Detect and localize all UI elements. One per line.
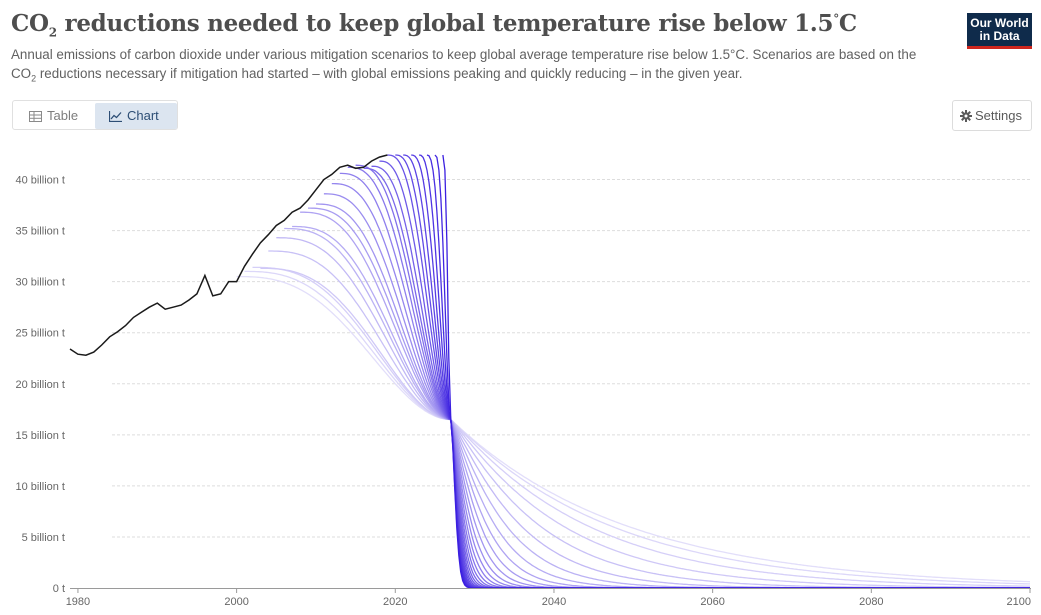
- x-tick-label: 2060: [700, 596, 724, 608]
- scenario-line: [371, 165, 1030, 589]
- grid-layer: [112, 179, 1030, 538]
- scenario-lines: [236, 154, 1031, 589]
- historical-line-group: [69, 154, 388, 356]
- y-tick-label: 30 billion t: [15, 277, 65, 289]
- scenario-line: [387, 154, 1030, 589]
- tab-table[interactable]: Table: [19, 103, 95, 129]
- emissions-chart: 0 t 5 billion t 10 billion t 15 billion t 20…: [15, 154, 1031, 608]
- y-tick-label: 15 billion t: [15, 430, 65, 442]
- settings-button[interactable]: Settings: [952, 100, 1032, 131]
- tab-chart-label: Chart: [127, 108, 159, 123]
- owid-logo[interactable]: Our World in Data: [967, 13, 1032, 49]
- title-degree: °: [833, 11, 839, 26]
- tab-chart[interactable]: Chart: [95, 103, 177, 129]
- scenario-line: [308, 207, 1030, 589]
- title-text-end: C: [838, 10, 857, 37]
- historical-line: [69, 154, 388, 356]
- scenario-line: [379, 160, 1030, 589]
- title-text: CO: [11, 10, 49, 37]
- x-tick-label: 2040: [542, 596, 566, 608]
- scenario-line: [260, 267, 1030, 589]
- scenario-line: [418, 154, 1030, 589]
- x-tick-label: 1980: [66, 596, 90, 608]
- table-icon: [29, 111, 42, 122]
- y-tick-label: 20 billion t: [15, 379, 65, 391]
- view-tabs: Table Chart: [12, 100, 178, 130]
- axis-layer: 0 t 5 billion t 10 billion t 15 billion t 20…: [15, 175, 1031, 608]
- scenario-line: [244, 270, 1030, 585]
- line-chart-icon: [108, 111, 122, 123]
- scenario-line: [236, 275, 1031, 583]
- y-tick-label: 25 billion t: [15, 328, 65, 340]
- gear-icon: [960, 110, 972, 122]
- title-text-rest: reductions needed to keep global tempera…: [56, 10, 834, 37]
- logo-line-1: Our World: [970, 16, 1029, 30]
- y-tick-label: 5 billion t: [22, 532, 65, 544]
- x-tick-label: 2100: [1007, 596, 1031, 608]
- y-tick-label: 40 billion t: [15, 175, 65, 187]
- page-subtitle: Annual emissions of carbon dioxide under…: [11, 45, 941, 89]
- title-subscript: 2: [48, 25, 57, 40]
- logo-line-2: in Data: [979, 28, 1020, 43]
- scenario-line: [403, 154, 1030, 589]
- x-tick-label: 2080: [859, 596, 883, 608]
- y-tick-label: 35 billion t: [15, 226, 65, 238]
- subtitle-subscript: 2: [31, 73, 37, 84]
- scenario-line: [442, 154, 1030, 589]
- x-tick-label: 2000: [224, 596, 248, 608]
- scenario-line: [395, 154, 1030, 589]
- x-tick-label: 2020: [383, 596, 407, 608]
- settings-label: Settings: [975, 108, 1022, 123]
- subtitle-text-rest: reductions necessary if mitigation had s…: [36, 66, 743, 81]
- scenario-line: [284, 227, 1030, 589]
- tab-table-label: Table: [47, 108, 79, 123]
- scenario-line: [300, 211, 1030, 589]
- page-title: CO2 reductions needed to keep global tem…: [11, 10, 857, 40]
- y-tick-label: 10 billion t: [15, 481, 65, 493]
- scenario-line: [252, 266, 1030, 587]
- subtitle-text: Annual emissions of carbon dioxide under…: [11, 47, 917, 81]
- scenario-line: [434, 154, 1030, 589]
- y-tick-label: 0 t: [53, 583, 65, 595]
